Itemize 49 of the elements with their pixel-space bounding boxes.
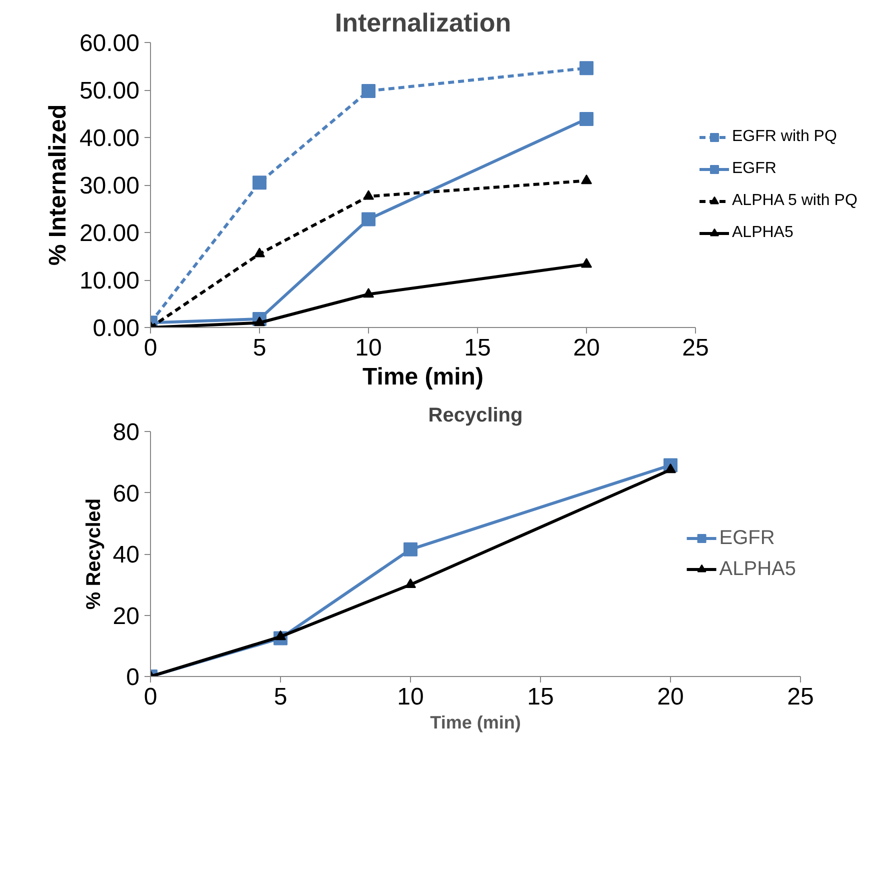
point: [581, 258, 592, 268]
x-tick-label: 0: [144, 684, 158, 710]
y-tick-label: 40.00: [79, 125, 140, 152]
x-axis-title: Time (min): [362, 364, 484, 390]
chart-title: Internalization: [334, 8, 512, 38]
y-tick-label: 60.00: [79, 30, 140, 57]
point: [252, 176, 266, 190]
y-tick-label: 60: [112, 480, 140, 508]
y-tick-label: 10.00: [79, 268, 140, 294]
point: [254, 248, 265, 258]
legend-label: ALPHA 5 with PQ: [732, 192, 858, 210]
y-tick-label: 50.00: [79, 78, 140, 104]
point: [254, 316, 265, 326]
point: [363, 288, 374, 298]
point: [363, 190, 374, 200]
y-tick-label: 20.00: [79, 220, 140, 247]
legend-label: ALPHA5: [732, 224, 794, 242]
point: [362, 84, 376, 98]
legend-label: EGFR: [719, 526, 775, 550]
y-axis-title: % Recycled: [82, 498, 105, 610]
point: [580, 112, 594, 126]
y-tick-label: 30.00: [79, 172, 140, 200]
x-tick-label: 25: [682, 334, 709, 362]
x-tick-label: 15: [527, 684, 554, 710]
chart-title: Recycling: [428, 404, 523, 426]
x-tick-label: 5: [274, 684, 288, 710]
legend-label: EGFR with PQ: [732, 128, 837, 146]
x-tick-label: 5: [252, 334, 266, 362]
x-tick-label: 0: [144, 334, 158, 362]
y-tick-label: 80: [112, 419, 140, 446]
point: [580, 61, 594, 76]
y-tick-label: 20: [112, 602, 140, 630]
x-axis-title: Time (min): [430, 712, 521, 732]
y-tick-label: 0: [126, 664, 140, 691]
y-axis-title: % Internalized: [44, 104, 72, 266]
y-tick-label: 40: [112, 542, 140, 568]
x-tick-label: 10: [355, 334, 382, 362]
legend-label: ALPHA5: [719, 558, 796, 580]
point: [581, 174, 592, 184]
legend-label: EGFR: [732, 160, 776, 178]
x-tick-label: 15: [464, 334, 491, 362]
point: [404, 542, 418, 556]
x-tick-label: 20: [573, 334, 600, 362]
x-tick-label: 25: [787, 684, 814, 710]
point: [405, 578, 416, 588]
x-tick-label: 10: [397, 684, 424, 710]
y-tick-label: 0.00: [92, 315, 140, 342]
x-tick-label: 20: [657, 684, 684, 710]
point: [362, 212, 376, 226]
